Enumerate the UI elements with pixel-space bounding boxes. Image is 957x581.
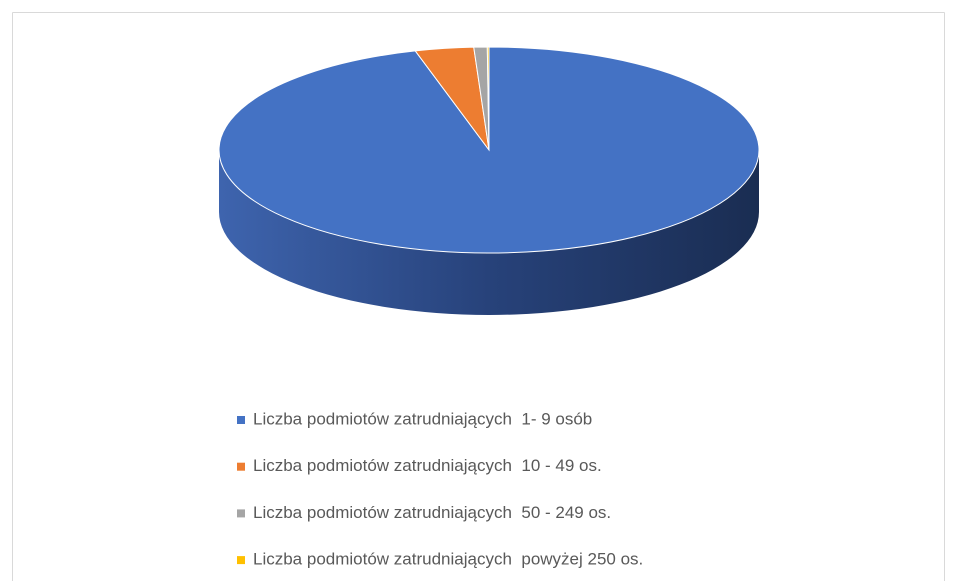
pie: [218, 46, 760, 315]
legend-label: Liczba podmiotów zatrudniających 1- 9 os…: [253, 409, 592, 428]
slice: [486, 46, 490, 151]
legend-marker: [237, 509, 245, 518]
legend-label: Liczba podmiotów zatrudniających 10 - 49…: [253, 456, 602, 475]
legend-marker: [237, 556, 245, 565]
legend-label: Liczba podmiotów zatrudniających 50 - 24…: [253, 503, 611, 522]
legend-marker: [237, 462, 245, 471]
legend: Liczba podmiotów zatrudniających 1- 9 os…: [237, 409, 643, 569]
slice-side: [219, 150, 759, 315]
legend-label: Liczba podmiotów zatrudniających powyżej…: [253, 550, 643, 569]
legend-marker: [237, 416, 245, 424]
